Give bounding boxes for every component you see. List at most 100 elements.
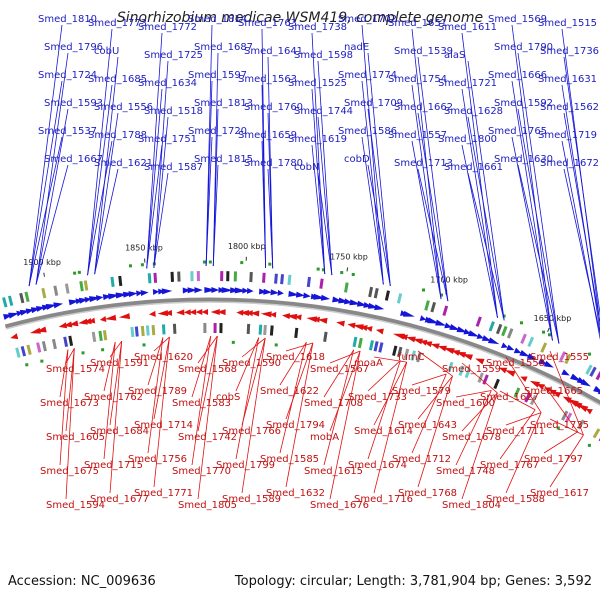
reverse-gene-label[interactable]: Smed_1675 bbox=[40, 466, 99, 477]
forward-gene-label[interactable]: Smed_1754 bbox=[388, 74, 447, 85]
forward-gene-label[interactable]: Smed_1537 bbox=[38, 126, 97, 137]
reverse-gene-label[interactable]: Smed_1789 bbox=[128, 386, 187, 397]
forward-gene-label[interactable]: Smed_1780 bbox=[244, 158, 303, 169]
reverse-gene-label[interactable]: Smed_1716 bbox=[354, 494, 413, 505]
forward-gene-label[interactable]: Smed_1630 bbox=[494, 154, 553, 165]
reverse-gene-label[interactable]: Smed_1574 bbox=[46, 364, 105, 375]
forward-gene-label[interactable]: Smed_1586 bbox=[338, 126, 397, 137]
forward-gene-label[interactable]: Smed_1672 bbox=[540, 158, 599, 169]
forward-gene-label[interactable]: Smed_1597 bbox=[188, 70, 247, 81]
forward-gene-label[interactable]: Smed_1773 bbox=[88, 18, 147, 29]
reverse-gene-label[interactable]: Smed_1770 bbox=[172, 466, 231, 477]
reverse-gene-label[interactable]: Smed_1627 bbox=[480, 392, 539, 403]
forward-gene-label[interactable]: Smed_1666 bbox=[488, 70, 547, 81]
reverse-gene-label[interactable]: Smed_1712 bbox=[392, 454, 451, 465]
forward-gene-label[interactable]: Smed_1611 bbox=[438, 22, 497, 33]
reverse-gene-label[interactable]: mobA bbox=[310, 432, 339, 443]
forward-gene-label[interactable]: Smed_1763 bbox=[238, 18, 297, 29]
forward-gene-label[interactable]: Smed_1592 bbox=[494, 98, 553, 109]
forward-gene-label[interactable]: Smed_1765 bbox=[488, 126, 547, 137]
reverse-gene-label[interactable]: Smed_1590 bbox=[222, 358, 281, 369]
forward-gene-label[interactable]: Smed_1598 bbox=[294, 50, 353, 61]
reverse-gene-label[interactable]: Smed_1804 bbox=[442, 500, 501, 511]
reverse-gene-label[interactable]: Smed_1589 bbox=[222, 494, 281, 505]
forward-gene-label[interactable]: Smed_1659 bbox=[238, 130, 297, 141]
forward-gene-label[interactable]: Smed_1518 bbox=[144, 106, 203, 117]
forward-gene-label[interactable]: Smed_1702 bbox=[338, 14, 397, 25]
forward-gene-label[interactable]: Smed_1760 bbox=[244, 102, 303, 113]
reverse-gene-label[interactable]: Smed_1715 bbox=[84, 460, 143, 471]
forward-gene-label[interactable]: Smed_1525 bbox=[288, 78, 347, 89]
forward-gene-label[interactable]: Smed_1569 bbox=[488, 14, 547, 25]
forward-gene-label[interactable]: Smed_1634 bbox=[138, 78, 197, 89]
forward-gene-label[interactable]: Smed_1790 bbox=[494, 42, 553, 53]
reverse-gene-label[interactable]: Smed_1614 bbox=[354, 426, 413, 437]
reverse-gene-label[interactable]: Smed_1708 bbox=[304, 398, 363, 409]
reverse-gene-label[interactable]: Smed_1768 bbox=[398, 488, 457, 499]
forward-gene-label[interactable]: Smed_1724 bbox=[38, 70, 97, 81]
forward-gene-label[interactable]: alaS bbox=[444, 50, 465, 61]
forward-gene-label[interactable]: Smed_1687 bbox=[194, 42, 253, 53]
reverse-gene-label[interactable]: Smed_1677 bbox=[90, 494, 149, 505]
reverse-gene-label[interactable]: Smed_1568 bbox=[178, 364, 237, 375]
forward-gene-label[interactable]: Smed_1738 bbox=[288, 22, 347, 33]
reverse-gene-label[interactable]: fumC bbox=[398, 352, 425, 363]
forward-gene-label[interactable]: Smed_1800 bbox=[438, 134, 497, 145]
forward-gene-label[interactable]: Smed_1721 bbox=[438, 78, 497, 89]
forward-gene-label[interactable]: Smed_1751 bbox=[138, 134, 197, 145]
forward-gene-label[interactable]: Smed_1810 bbox=[38, 14, 97, 25]
forward-gene-label[interactable]: Smed_1515 bbox=[538, 18, 597, 29]
forward-gene-label[interactable]: Smed_1556 bbox=[94, 102, 153, 113]
forward-gene-label[interactable]: Smed_1557 bbox=[388, 130, 447, 141]
forward-gene-label[interactable]: cobN bbox=[294, 162, 319, 173]
reverse-gene-label[interactable]: Smed_1585 bbox=[260, 454, 319, 465]
forward-gene-label[interactable]: Smed_1539 bbox=[394, 46, 453, 57]
forward-gene-label[interactable]: Smed_1628 bbox=[444, 106, 503, 117]
forward-gene-label[interactable]: Smed_1651 bbox=[388, 18, 447, 29]
forward-gene-label[interactable]: Smed_1641 bbox=[244, 46, 303, 57]
forward-gene-label[interactable]: Smed_1796 bbox=[44, 42, 103, 53]
forward-gene-label[interactable]: Smed_1725 bbox=[144, 50, 203, 61]
reverse-gene-label[interactable]: Smed_1632 bbox=[266, 488, 325, 499]
forward-gene-label[interactable]: Smed_1815 bbox=[194, 154, 253, 165]
forward-gene-label[interactable]: Smed_1788 bbox=[88, 130, 147, 141]
reverse-gene-label[interactable]: Smed_1797 bbox=[524, 454, 583, 465]
forward-gene-label[interactable]: Smed_1813 bbox=[194, 98, 253, 109]
reverse-gene-label[interactable]: Smed_1665 bbox=[524, 386, 583, 397]
reverse-gene-label[interactable]: Smed_1766 bbox=[222, 426, 281, 437]
reverse-gene-label[interactable]: Smed_1615 bbox=[304, 466, 363, 477]
reverse-gene-label[interactable]: Smed_1618 bbox=[266, 352, 325, 363]
reverse-gene-label[interactable]: Smed_1714 bbox=[134, 420, 193, 431]
forward-gene-label[interactable]: nadE bbox=[344, 42, 369, 53]
reverse-gene-label[interactable]: Smed_1756 bbox=[128, 454, 187, 465]
reverse-gene-label[interactable]: Smed_1767 bbox=[480, 460, 539, 471]
reverse-gene-label[interactable]: Smed_1799 bbox=[216, 460, 275, 471]
reverse-gene-label[interactable]: moaA bbox=[354, 358, 383, 369]
reverse-gene-label[interactable]: cobS bbox=[216, 392, 240, 403]
reverse-gene-label[interactable]: Smed_1579 bbox=[392, 386, 451, 397]
forward-gene-label[interactable]: Smed_1744 bbox=[294, 106, 353, 117]
forward-gene-label[interactable]: cobU bbox=[94, 46, 119, 57]
forward-gene-label[interactable]: Smed_1772 bbox=[138, 22, 197, 33]
reverse-gene-label[interactable]: Smed_1555 bbox=[530, 352, 589, 363]
reverse-gene-label[interactable]: Smed_1617 bbox=[530, 488, 589, 499]
reverse-gene-label[interactable]: Smed_1558 bbox=[486, 358, 545, 369]
reverse-gene-label[interactable]: Smed_1684 bbox=[90, 426, 149, 437]
reverse-gene-label[interactable]: Smed_1559 bbox=[442, 364, 501, 375]
forward-gene-label[interactable]: Smed_1662 bbox=[394, 102, 453, 113]
forward-gene-label[interactable]: Smed_1736 bbox=[540, 46, 599, 57]
reverse-gene-label[interactable]: Smed_1594 bbox=[46, 500, 105, 511]
reverse-gene-label[interactable]: Smed_1711 bbox=[486, 426, 545, 437]
gene-labels[interactable]: Smed_1810Smed_1773Smed_1772Smed_1814Smed… bbox=[38, 14, 599, 511]
forward-gene-label[interactable]: Smed_1814 bbox=[188, 14, 247, 25]
reverse-gene-label[interactable]: Smed_1673 bbox=[40, 398, 99, 409]
forward-gene-label[interactable]: Smed_1619 bbox=[288, 134, 347, 145]
forward-gene-label[interactable]: Smed_1685 bbox=[88, 74, 147, 85]
forward-gene-label[interactable]: Smed_1667 bbox=[44, 154, 103, 165]
forward-gene-label[interactable]: Smed_1719 bbox=[538, 130, 597, 141]
reverse-gene-label[interactable]: Smed_1733 bbox=[348, 392, 407, 403]
forward-gene-label[interactable]: cobD bbox=[344, 154, 370, 165]
reverse-gene-label[interactable]: Smed_1735 bbox=[530, 420, 589, 431]
reverse-gene-label[interactable]: Smed_1591 bbox=[90, 358, 149, 369]
forward-gene-label[interactable]: Smed_1720 bbox=[188, 126, 247, 137]
